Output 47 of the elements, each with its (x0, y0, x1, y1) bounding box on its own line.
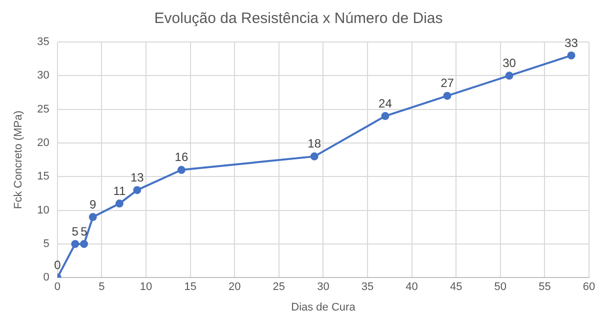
y-tick-label: 15 (37, 170, 50, 183)
x-tick-label: 55 (538, 281, 551, 294)
data-label: 5 (80, 224, 88, 238)
x-tick-label: 35 (361, 281, 374, 294)
data-label: 30 (502, 56, 516, 70)
data-label: 11 (113, 184, 126, 198)
data-label: 5 (72, 224, 79, 238)
y-tick-label: 0 (43, 272, 50, 284)
x-tick-label: 15 (184, 281, 196, 294)
y-tick-label: 30 (37, 70, 50, 82)
data-label: 16 (174, 150, 188, 164)
x-tick-label: 45 (450, 281, 462, 294)
y-tick-label: 5 (43, 238, 50, 250)
chart-title: Evolução da Resistência x Número de Dias (154, 10, 443, 28)
point (443, 92, 452, 100)
data-label: 18 (308, 136, 322, 151)
point (177, 166, 186, 174)
x-tick-label: 60 (582, 281, 596, 294)
x-tick-label: 25 (272, 281, 286, 294)
point (505, 72, 514, 80)
data-label: 9 (90, 197, 97, 212)
y-tick-label: 25 (37, 103, 50, 116)
point (133, 186, 142, 194)
point (381, 112, 390, 120)
point (310, 152, 318, 160)
point (80, 240, 88, 248)
y-tick-label: 10 (37, 204, 50, 216)
x-tick-label: 30 (317, 281, 330, 294)
point (71, 240, 80, 248)
point (115, 200, 124, 208)
x-tick-label: 0 (54, 281, 60, 294)
x-axis-title: Dias de Cura (291, 301, 356, 314)
data-label: 13 (130, 170, 144, 184)
point (567, 51, 576, 60)
data-label: 33 (564, 36, 578, 50)
data-label: 0 (54, 258, 62, 272)
y-tick-label: 35 (37, 36, 50, 48)
x-tick-label: 5 (98, 281, 105, 294)
y-axis-title: Fck Concreto (MPa) (12, 110, 25, 210)
x-tick-label: 10 (140, 281, 152, 294)
y-tick-label: 20 (37, 137, 50, 150)
data-label: 27 (440, 76, 454, 90)
data-label: 24 (378, 96, 392, 110)
x-tick-label: 20 (228, 281, 241, 294)
x-tick-label: 40 (406, 281, 418, 294)
x-tick-label: 50 (494, 281, 507, 294)
point (88, 213, 97, 222)
